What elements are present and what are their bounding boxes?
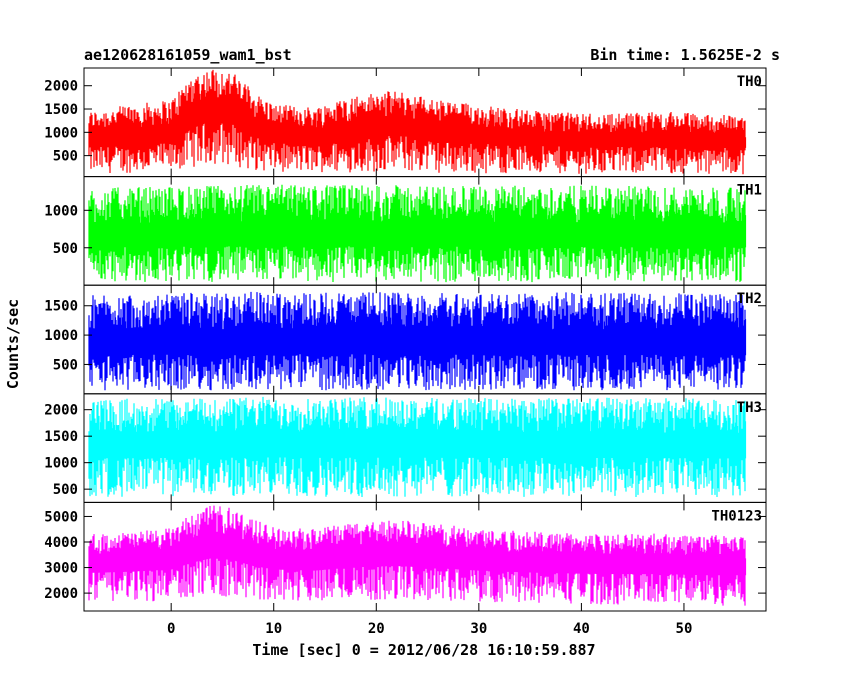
series-line-th1 (88, 184, 747, 283)
panel-label-th0: TH0 (737, 74, 762, 90)
y-tick-label: 1500 (44, 102, 78, 118)
y-tick-label: 1500 (44, 429, 78, 445)
panel-th0123: 2000 3000 4000 5000 TH0123 0 10 20 30 40 50 (44, 501, 767, 637)
panel-th2: 500 1000 1500 TH2 (44, 284, 767, 395)
y-tick-label: 500 (53, 241, 78, 257)
y-tick-label: 2000 (44, 586, 78, 602)
x-tick-label: 40 (573, 621, 590, 637)
x-tick-label: 10 (265, 621, 282, 637)
y-tick-label: 1000 (44, 456, 78, 472)
series-line-th0 (88, 69, 747, 175)
panel-label-th0123: TH0123 (711, 508, 762, 524)
y-tick-label: 500 (53, 482, 78, 498)
y-tick-label: 500 (53, 149, 78, 165)
series-line-th2 (88, 291, 747, 391)
x-axis-title: Time [sec] 0 = 2012/06/28 16:10:59.887 (252, 641, 595, 659)
y-tick-label: 3000 (44, 561, 78, 577)
y-tick-label: 1000 (44, 328, 78, 344)
y-tick-label: 5000 (44, 509, 78, 525)
panel-th1: 500 1000 TH1 (44, 176, 767, 286)
series-line-th3 (88, 396, 747, 497)
panel-th3: 500 1000 1500 2000 TH3 (44, 393, 767, 503)
y-tick-label: 4000 (44, 535, 78, 551)
y-tick-label: 1500 (44, 299, 78, 315)
panel-label-th3: TH3 (737, 400, 762, 416)
series-line-th0123 (88, 505, 747, 606)
y-tick-label: 1000 (44, 125, 78, 141)
bin-time-label: Bin time: 1.5625E-2 s (590, 46, 780, 64)
panel-label-th1: TH1 (737, 183, 762, 199)
y-axis-title: Counts/sec (4, 299, 22, 389)
chart-title: ae120628161059_wam1_bst (84, 46, 292, 64)
y-tick-label: 2000 (44, 403, 78, 419)
x-tick-label: 50 (676, 621, 693, 637)
y-tick-label: 500 (53, 357, 78, 373)
panel-label-th2: TH2 (737, 291, 762, 307)
panel-th0: 500 1000 1500 2000 TH0 (44, 67, 767, 178)
x-tick-label: 0 (167, 621, 175, 637)
x-tick-label: 30 (470, 621, 487, 637)
panel-frame (83, 501, 767, 612)
y-tick-label: 2000 (44, 79, 78, 95)
y-tick-label: 1000 (44, 203, 78, 219)
x-tick-label: 20 (368, 621, 385, 637)
